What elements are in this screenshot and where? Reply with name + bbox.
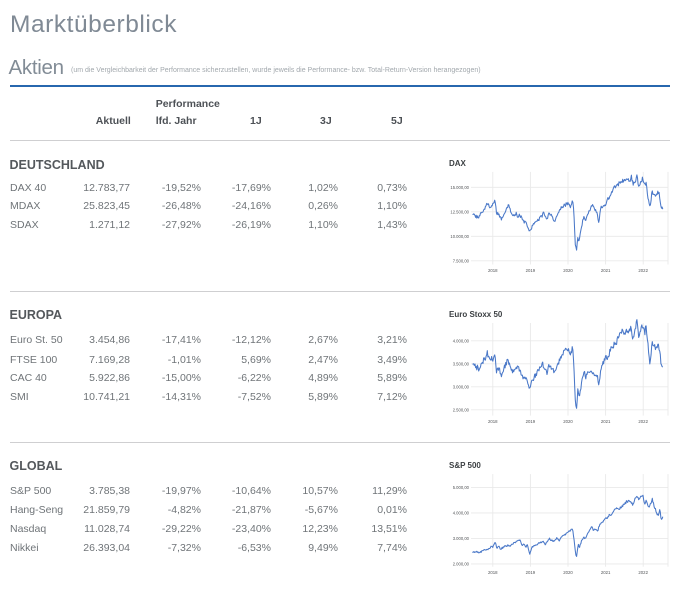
svg-text:2021: 2021 bbox=[601, 419, 611, 424]
svg-text:2.500,00: 2.500,00 bbox=[453, 407, 470, 412]
svg-text:2018: 2018 bbox=[488, 570, 498, 575]
svg-text:10.000,00: 10.000,00 bbox=[450, 234, 469, 239]
svg-text:2022: 2022 bbox=[638, 268, 648, 273]
svg-text:DAX: DAX bbox=[449, 159, 467, 168]
svg-text:2019: 2019 bbox=[526, 268, 536, 273]
svg-text:7.500,00: 7.500,00 bbox=[453, 258, 470, 263]
svg-text:3.000,00: 3.000,00 bbox=[453, 384, 470, 389]
svg-text:3.000,00: 3.000,00 bbox=[453, 536, 470, 541]
svg-text:2018: 2018 bbox=[488, 268, 498, 273]
svg-text:2020: 2020 bbox=[563, 570, 573, 575]
svg-text:2020: 2020 bbox=[563, 268, 573, 273]
svg-text:2021: 2021 bbox=[601, 268, 611, 273]
svg-text:2020: 2020 bbox=[563, 419, 573, 424]
svg-text:5.000,00: 5.000,00 bbox=[453, 485, 470, 490]
svg-text:15.000,00: 15.000,00 bbox=[450, 185, 469, 190]
svg-text:12.500,00: 12.500,00 bbox=[450, 209, 469, 214]
svg-text:4.000,00: 4.000,00 bbox=[453, 510, 470, 515]
svg-text:2022: 2022 bbox=[638, 419, 648, 424]
svg-text:2022: 2022 bbox=[638, 570, 648, 575]
svg-text:Euro Stoxx 50: Euro Stoxx 50 bbox=[449, 310, 503, 319]
svg-text:2.000,00: 2.000,00 bbox=[453, 561, 470, 566]
svg-text:2018: 2018 bbox=[488, 419, 498, 424]
svg-text:2019: 2019 bbox=[526, 419, 536, 424]
svg-text:2019: 2019 bbox=[526, 570, 536, 575]
svg-text:3.500,00: 3.500,00 bbox=[453, 361, 470, 366]
svg-text:4.000,00: 4.000,00 bbox=[453, 338, 470, 343]
svg-text:S&P 500: S&P 500 bbox=[449, 461, 481, 470]
svg-text:2021: 2021 bbox=[601, 570, 611, 575]
